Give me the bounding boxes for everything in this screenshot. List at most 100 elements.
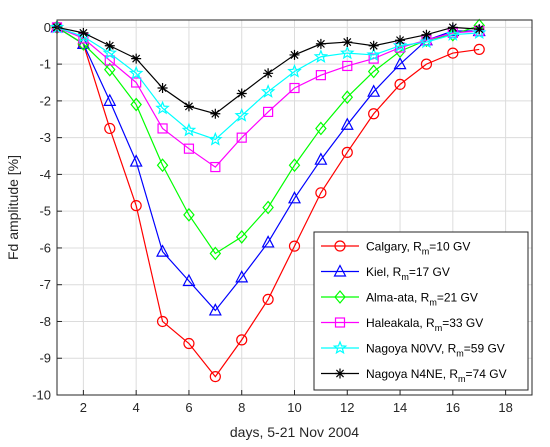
- data-point: [288, 240, 301, 252]
- data-point: [474, 24, 485, 35]
- data-point: [367, 64, 380, 79]
- y-tick-label: -5: [39, 204, 51, 219]
- x-tick-label: 4: [133, 400, 140, 415]
- x-tick-label: 6: [185, 400, 192, 415]
- legend-item: Alma-ata, Rm=21 GV: [321, 290, 478, 308]
- data-point: [263, 106, 274, 118]
- data-point: [315, 70, 326, 81]
- series-line: [56, 26, 480, 378]
- y-tick-label: -8: [39, 314, 51, 329]
- data-point: [421, 29, 432, 40]
- x-tick-label: 12: [340, 400, 354, 415]
- x-tick-label: 8: [238, 400, 245, 415]
- data-point: [395, 35, 406, 46]
- legend-marker: [332, 340, 348, 355]
- data-point: [368, 40, 379, 51]
- legend-item: Calgary, Rm=10 GV: [321, 240, 470, 257]
- series-alma-ata-r: [51, 18, 486, 261]
- data-point: [260, 84, 276, 98]
- x-tick-label: 2: [80, 400, 87, 415]
- data-point: [473, 43, 485, 56]
- data-point: [183, 337, 195, 350]
- data-point: [262, 200, 274, 215]
- data-point: [156, 244, 170, 257]
- legend-item: Kiel, Rm=17 GV: [321, 264, 450, 282]
- series-nagoya-n4ne-r: [52, 22, 485, 119]
- data-point: [210, 161, 221, 173]
- series-line: [56, 26, 480, 168]
- data-point: [447, 47, 459, 59]
- data-point: [340, 45, 355, 60]
- data-point: [236, 334, 248, 346]
- data-point: [235, 270, 249, 283]
- y-tick-label: -1: [39, 57, 51, 72]
- legend-label: Kiel, Rm=17 GV: [366, 265, 450, 282]
- data-point: [235, 229, 248, 244]
- data-point: [78, 27, 89, 38]
- legend-item: Nagoya N0VV, Rm=59 GV: [321, 340, 505, 359]
- x-tick-label: 16: [446, 400, 460, 415]
- y-tick-label: -2: [39, 93, 51, 108]
- data-point: [368, 53, 379, 64]
- legend-label: Haleakala, Rm=33 GV: [366, 316, 483, 333]
- data-point: [155, 100, 170, 115]
- data-point: [210, 108, 221, 119]
- data-point: [314, 152, 328, 165]
- data-point: [289, 82, 300, 94]
- series-nagoya-n0vv-r: [49, 19, 487, 146]
- data-point: [445, 27, 461, 41]
- legend-label: Nagoya N4NE, Rm=74 GV: [366, 367, 507, 384]
- x-axis-label: days, 5-21 Nov 2004: [230, 424, 359, 440]
- y-tick-label: -3: [39, 130, 51, 145]
- data-point: [315, 38, 326, 49]
- legend-box: [313, 231, 529, 391]
- data-point: [393, 56, 407, 70]
- data-point: [366, 47, 381, 62]
- data-point: [315, 187, 327, 199]
- data-point: [182, 273, 196, 287]
- data-point: [471, 25, 487, 40]
- data-point: [236, 132, 247, 143]
- data-point: [104, 122, 116, 135]
- data-point: [208, 131, 223, 146]
- legend-item: Haleakala, Rm=33 GV: [321, 316, 483, 333]
- data-point: [131, 53, 142, 64]
- series-line: [56, 26, 480, 312]
- data-point: [262, 293, 274, 306]
- y-tick-label: -9: [39, 351, 51, 366]
- series-line: [56, 24, 480, 255]
- y-tick-label: -10: [32, 388, 51, 403]
- data-point: [103, 62, 116, 77]
- data-point: [129, 154, 143, 167]
- data-point: [315, 121, 327, 136]
- data-point: [367, 84, 381, 97]
- data-point: [342, 37, 353, 48]
- data-point: [420, 58, 433, 70]
- data-point: [236, 88, 247, 99]
- data-point: [289, 49, 300, 60]
- data-point: [128, 65, 144, 80]
- data-point: [392, 38, 408, 52]
- data-point: [104, 40, 115, 51]
- legend-marker: [334, 240, 346, 252]
- data-point: [131, 77, 142, 88]
- data-point: [313, 49, 329, 63]
- legend-label: Nagoya N0VV, Rm=59 GV: [366, 342, 505, 359]
- y-tick-label: -7: [39, 277, 51, 292]
- data-point: [340, 117, 354, 130]
- ticks: 2 4 6 8 10 12 14 16 18 0 -1 -2 -3 -4 -5 -6 -7 -8 -9 -10: [32, 20, 513, 415]
- data-point: [261, 235, 275, 248]
- x-tick-label: 10: [287, 400, 301, 415]
- data-point: [157, 123, 168, 134]
- data-point: [130, 200, 142, 212]
- data-point: [183, 101, 194, 112]
- data-point: [208, 303, 222, 316]
- data-point: [156, 158, 169, 173]
- legend-label: Alma-ata, Rm=21 GV: [366, 291, 478, 308]
- legend-label: Calgary, Rm=10 GV: [366, 240, 470, 257]
- data-point: [342, 60, 353, 72]
- data-point: [288, 191, 301, 204]
- data-point: [341, 90, 354, 105]
- data-point: [183, 143, 195, 154]
